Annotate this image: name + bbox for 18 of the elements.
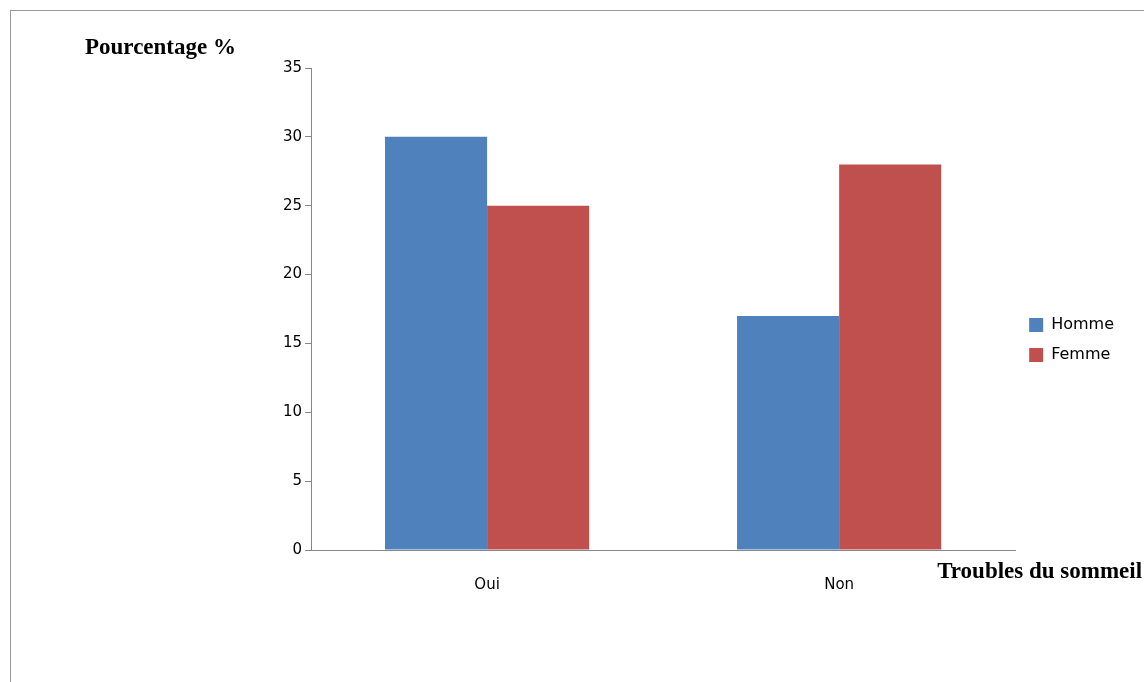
y-tick-label: 30 — [282, 126, 303, 145]
x-axis-title: Troubles du sommeil — [937, 558, 1143, 583]
y-tick-label: 35 — [282, 57, 303, 76]
bar — [737, 315, 840, 550]
x-tick-label: Oui — [474, 574, 500, 593]
x-tick-label: Non — [824, 574, 855, 593]
bar — [385, 136, 488, 550]
legend-label: Femme — [1051, 344, 1111, 364]
legend-label: Homme — [1051, 314, 1115, 334]
y-tick-label: 10 — [282, 402, 303, 421]
y-tick-label: 0 — [292, 539, 303, 558]
y-tick-label: 15 — [282, 333, 303, 352]
y-axis-title: Pourcentage % — [85, 34, 236, 59]
y-tick-label: 20 — [282, 264, 303, 283]
y-tick-label: 25 — [282, 195, 303, 214]
bar — [839, 164, 942, 550]
y-tick-label: 5 — [292, 471, 303, 490]
bar — [487, 205, 590, 550]
